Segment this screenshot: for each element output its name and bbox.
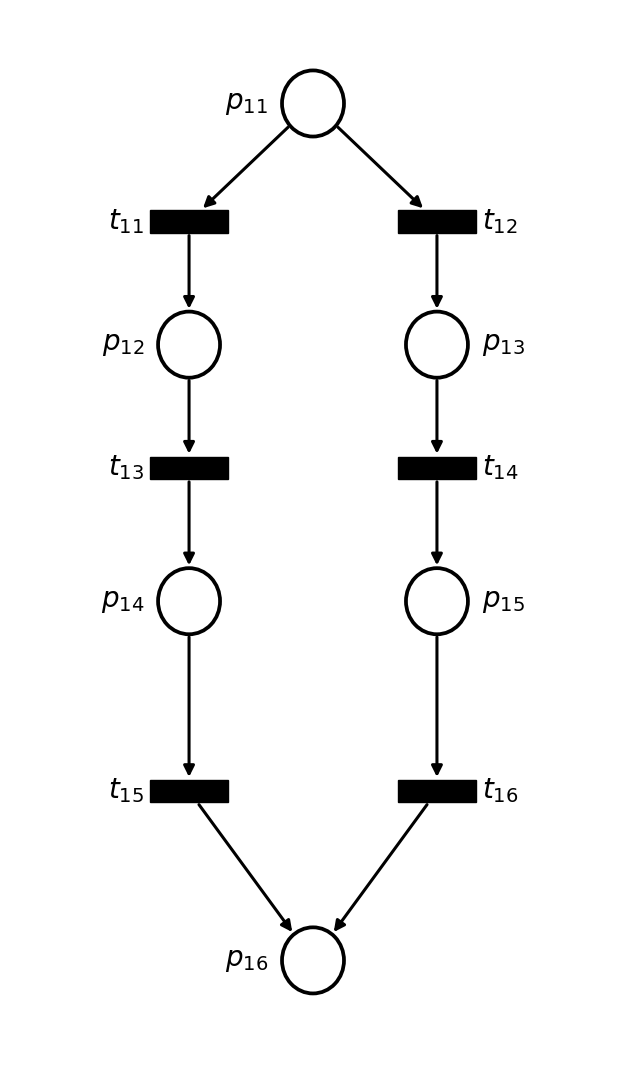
Text: $t_{11}$: $t_{11}$ (108, 207, 144, 236)
Ellipse shape (158, 568, 220, 634)
Text: $t_{14}$: $t_{14}$ (482, 453, 518, 482)
Bar (398, 456, 476, 479)
Text: $p_{13}$: $p_{13}$ (482, 331, 525, 358)
Text: $p_{14}$: $p_{14}$ (101, 588, 144, 615)
Bar (150, 456, 228, 479)
Ellipse shape (282, 71, 344, 137)
Text: $t_{13}$: $t_{13}$ (108, 453, 144, 482)
Text: $t_{12}$: $t_{12}$ (482, 207, 518, 236)
Text: $p_{16}$: $p_{16}$ (225, 947, 268, 974)
Bar (398, 211, 476, 233)
Text: $p_{15}$: $p_{15}$ (482, 588, 525, 615)
Ellipse shape (158, 311, 220, 377)
Ellipse shape (282, 927, 344, 993)
Text: $t_{15}$: $t_{15}$ (108, 777, 144, 805)
Text: $p_{11}$: $p_{11}$ (225, 90, 268, 117)
Bar (150, 211, 228, 233)
Ellipse shape (406, 568, 468, 634)
Text: $p_{12}$: $p_{12}$ (101, 331, 144, 358)
Bar (398, 779, 476, 803)
Text: $t_{16}$: $t_{16}$ (482, 777, 518, 805)
Ellipse shape (406, 311, 468, 377)
Bar (150, 779, 228, 803)
